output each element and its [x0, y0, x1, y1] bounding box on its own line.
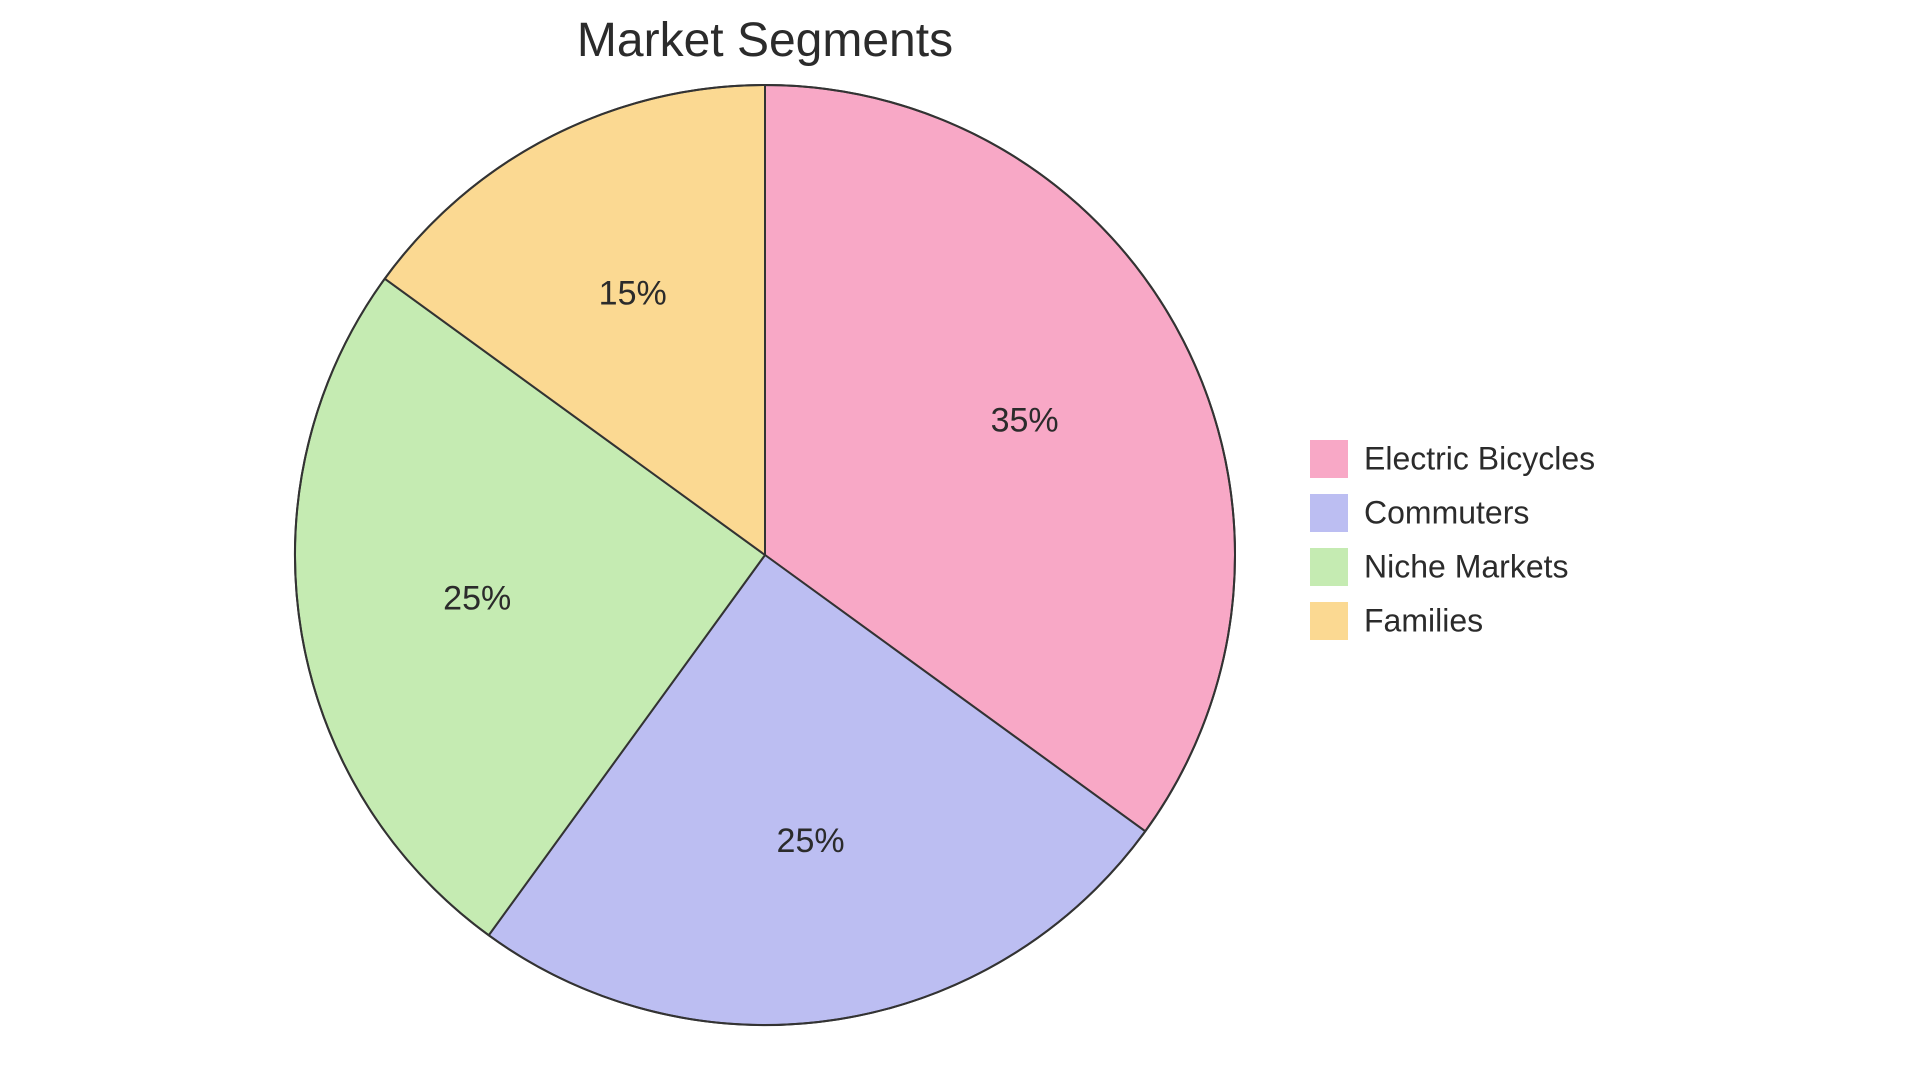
- slice-label: 25%: [777, 822, 845, 860]
- slice-label: 35%: [991, 402, 1059, 440]
- legend-label: Niche Markets: [1364, 548, 1569, 584]
- legend-swatch: [1310, 548, 1348, 586]
- legend-label: Electric Bicycles: [1364, 440, 1595, 476]
- slice-label: 25%: [443, 580, 511, 618]
- legend-swatch: [1310, 602, 1348, 640]
- chart-title: Market Segments: [577, 14, 953, 67]
- legend-label: Families: [1364, 602, 1483, 638]
- chart-container: Market Segments 35% 25% 25% 15% Electric Bicy…: [0, 0, 1920, 1080]
- legend-label: Commuters: [1364, 494, 1529, 530]
- legend-swatch: [1310, 440, 1348, 478]
- slice-label: 15%: [599, 274, 667, 312]
- legend-swatch: [1310, 494, 1348, 532]
- pie-chart-svg: Market Segments 35% 25% 25% 15% Electric Bicy…: [0, 0, 1920, 1080]
